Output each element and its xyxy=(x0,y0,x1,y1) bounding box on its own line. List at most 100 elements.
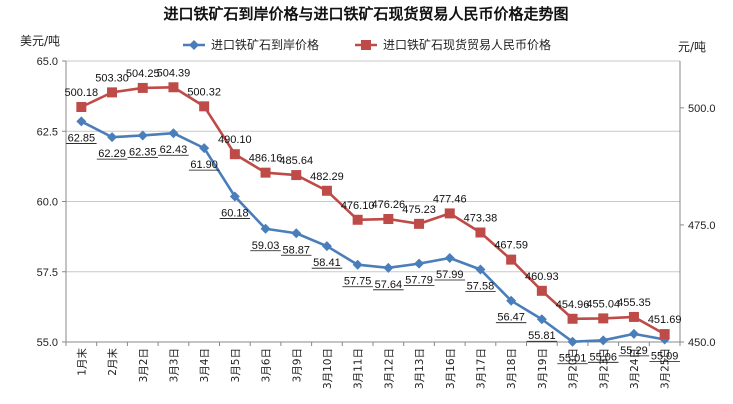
x-tick-label-12: 3月16日 xyxy=(445,348,457,389)
legend-0-label: 进口铁矿石到岸价格 xyxy=(211,37,319,52)
series-0-label-19: 55.09 xyxy=(651,350,679,362)
series-1-point-18 xyxy=(628,311,639,322)
series-0-point-18 xyxy=(628,328,639,339)
series-0-line xyxy=(80,120,665,344)
series-0-label-7: 58.87 xyxy=(282,244,310,256)
x-tick-label-1: 2月末 xyxy=(106,348,119,376)
x-tick-label-7: 3月9日 xyxy=(291,348,303,382)
series xyxy=(76,82,670,347)
series-1-point-17 xyxy=(598,313,609,324)
series-1-label-7: 485.64 xyxy=(279,155,313,167)
series-1-line xyxy=(80,85,666,336)
gridlines xyxy=(66,60,680,273)
series-1-label-3: 504.39 xyxy=(157,67,191,79)
x-tick-label-14: 3月18日 xyxy=(506,348,518,389)
series-0-label-13: 57.58 xyxy=(467,281,495,293)
series-1-label-0: 500.18 xyxy=(65,87,99,99)
series-0-point-16 xyxy=(567,336,578,347)
left-tick-label-1: 57.5 xyxy=(37,267,58,279)
left-tick-label-0: 55.0 xyxy=(37,337,58,349)
right-tick-label-0: 450.0 xyxy=(688,337,716,349)
series-0-label-8: 58.41 xyxy=(313,257,341,269)
series-0-label-14: 56.47 xyxy=(497,312,525,324)
series-0-point-11 xyxy=(414,258,425,269)
x-tick-label-9: 3月11日 xyxy=(353,348,365,389)
series-1-label-17: 455.04 xyxy=(586,298,620,310)
series-1-label-5: 490.10 xyxy=(218,134,252,146)
series-1-label-15: 460.93 xyxy=(525,271,559,283)
x-tick-label-10: 3月12日 xyxy=(383,348,395,389)
series-1-point-14 xyxy=(506,254,517,265)
series-0-label-3: 62.43 xyxy=(160,144,188,156)
series-1-point-0 xyxy=(76,101,87,112)
series-0-point-14 xyxy=(506,295,517,306)
left-tick-label-4: 65.0 xyxy=(37,56,58,68)
series-0-point-7 xyxy=(291,228,302,239)
right-tick-label-1: 475.0 xyxy=(688,220,716,232)
series-1-point-5 xyxy=(229,149,240,160)
left-tick-label-2: 60.0 xyxy=(37,197,58,209)
series-0-point-15 xyxy=(536,314,547,325)
series-0-point-0 xyxy=(76,116,87,127)
left-tick-label-3: 62.5 xyxy=(37,126,58,138)
series-1-point-11 xyxy=(414,218,425,229)
series-1-label-19: 451.69 xyxy=(648,314,682,326)
series-1-label-9: 476.10 xyxy=(341,200,375,212)
series-1-point-16 xyxy=(567,313,578,324)
right-tick-label-2: 500.0 xyxy=(688,103,716,115)
x-tick-label-11: 3月13日 xyxy=(414,348,426,389)
series-1-label-12: 477.46 xyxy=(433,193,467,205)
series-0-point-6 xyxy=(260,223,271,234)
x-tick-label-4: 3月4日 xyxy=(199,348,211,382)
x-tick-label-15: 3月19日 xyxy=(537,348,549,389)
series-1-label-11: 475.23 xyxy=(402,204,436,216)
series-1-point-3 xyxy=(168,82,179,93)
legend: 进口铁矿石到岸价格 进口铁矿石现货贸易人民币价格 xyxy=(183,37,551,52)
series-1-point-4 xyxy=(199,101,210,112)
series-1-point-7 xyxy=(291,170,302,181)
series-0-label-17: 55.06 xyxy=(589,351,617,363)
chart-title: 进口铁矿石到岸价格与进口铁矿石现货贸易人民币价格走势图 xyxy=(163,5,568,23)
series-1-point-9 xyxy=(352,214,363,225)
x-tick-label-2: 3月2日 xyxy=(138,348,150,382)
axes: 55.0 57.5 60.0 62.5 65.0 450.0 475.0 500.0 1月末 2月… xyxy=(37,56,716,389)
series-0-label-6: 59.03 xyxy=(252,240,280,252)
x-tick-label-18: 3月24日 xyxy=(629,348,641,389)
series-0-label-12: 57.99 xyxy=(436,269,464,281)
series-0-point-5 xyxy=(229,191,240,202)
series-0-label-5: 60.18 xyxy=(221,207,249,219)
series-1-label-10: 476.26 xyxy=(372,199,406,211)
series-0-label-1: 62.29 xyxy=(98,148,126,160)
series-1-label-16: 454.96 xyxy=(556,299,590,311)
series-0-point-10 xyxy=(383,262,394,273)
series-0-label-2: 62.35 xyxy=(129,146,157,158)
series-0-point-13 xyxy=(475,264,486,275)
series-0-label-10: 57.64 xyxy=(375,279,403,291)
series-1-label-13: 473.38 xyxy=(464,213,498,225)
series-1-label-4: 500.32 xyxy=(187,86,221,98)
series-1-point-13 xyxy=(475,227,486,238)
series-0-label-4: 61.90 xyxy=(190,159,218,171)
series-1-label-6: 486.16 xyxy=(249,153,283,165)
series-1-label-2: 504.25 xyxy=(126,68,160,80)
legend-1-label: 进口铁矿石现货贸易人民币价格 xyxy=(383,37,551,52)
series-0-label-0: 62.85 xyxy=(68,132,96,144)
series-1-point-6 xyxy=(260,167,271,178)
series-0-label-11: 57.79 xyxy=(405,275,433,287)
series-1-label-8: 482.29 xyxy=(310,171,344,183)
x-tick-label-8: 3月10日 xyxy=(322,348,334,389)
series-0-label-16: 55.01 xyxy=(559,353,587,365)
series-0-point-12 xyxy=(444,252,455,263)
series-0-point-4 xyxy=(199,143,210,154)
series-0-label-18: 55.29 xyxy=(620,345,648,357)
series-0-label-9: 57.75 xyxy=(344,276,372,288)
series-1-point-2 xyxy=(137,82,148,93)
series-0-point-17 xyxy=(598,335,609,346)
series-0-label-15: 55.81 xyxy=(528,330,556,342)
series-1-point-15 xyxy=(536,285,547,296)
series-1-point-10 xyxy=(383,214,394,225)
series-1-point-1 xyxy=(107,87,118,98)
legend-0-marker xyxy=(189,40,199,50)
